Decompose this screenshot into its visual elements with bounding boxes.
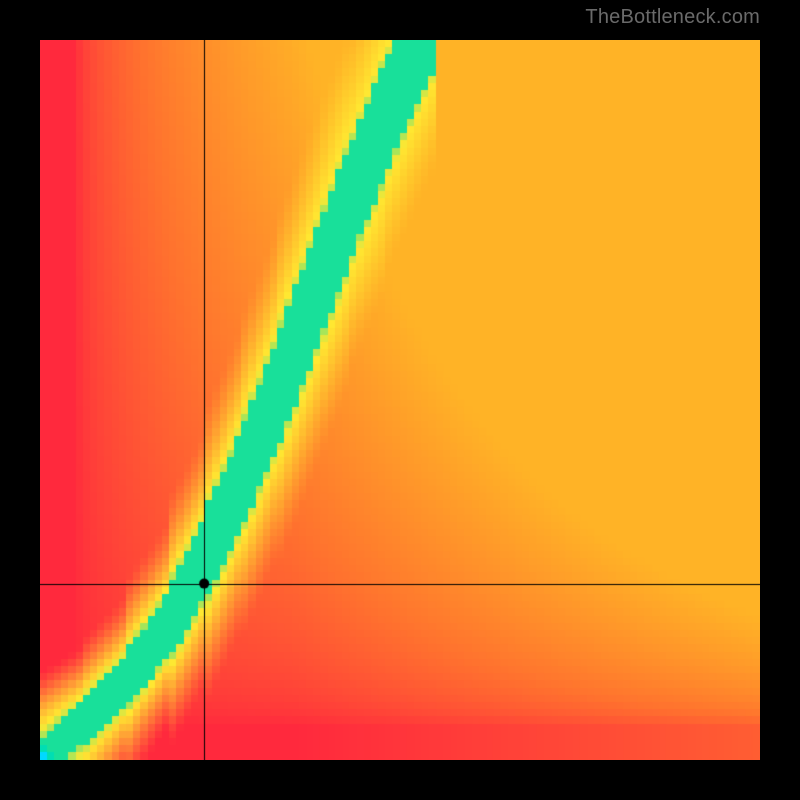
chart-container: TheBottleneck.com bbox=[0, 0, 800, 800]
heatmap-canvas bbox=[40, 40, 760, 760]
heatmap-plot-area bbox=[40, 40, 760, 760]
watermark-text: TheBottleneck.com bbox=[585, 6, 760, 29]
